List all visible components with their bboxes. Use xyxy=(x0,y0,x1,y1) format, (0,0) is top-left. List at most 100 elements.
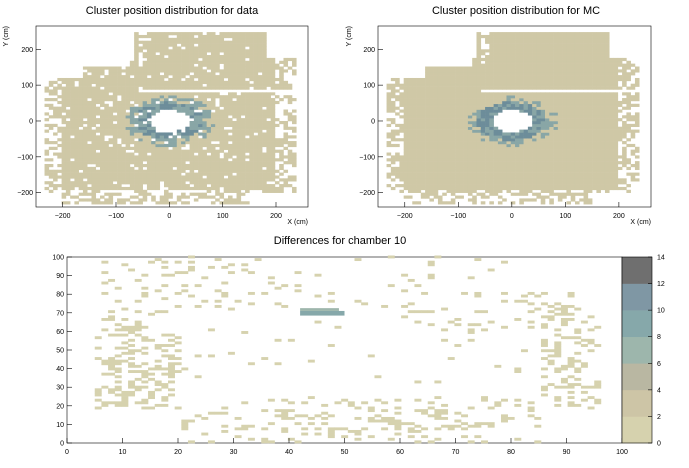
heatmap-cell xyxy=(476,120,482,125)
heatmap-cell xyxy=(125,77,131,82)
heatmap-cell xyxy=(100,158,105,162)
heatmap-cell xyxy=(253,186,259,191)
heatmap-cell xyxy=(425,189,430,193)
heatmap-cell xyxy=(532,141,537,145)
heatmap-cell xyxy=(390,120,396,125)
heatmap-cell xyxy=(181,178,186,182)
heatmap-cell xyxy=(562,95,567,99)
heatmap-cell xyxy=(142,115,148,119)
heatmap-cell xyxy=(223,169,229,173)
heatmap-cell xyxy=(155,40,161,44)
heatmap-cell xyxy=(215,118,220,122)
heatmap-cell xyxy=(536,166,542,171)
heatmap-cell xyxy=(249,57,254,62)
heatmap-cell xyxy=(236,55,242,59)
heatmap-cell xyxy=(412,89,417,93)
heatmap-cell xyxy=(104,112,109,116)
heatmap-cell xyxy=(399,158,404,162)
heatmap-cell xyxy=(100,146,105,150)
heatmap-cell xyxy=(497,52,503,56)
heatmap-cell xyxy=(433,172,439,176)
heatmap-cell xyxy=(57,109,62,113)
heatmap-cell xyxy=(587,69,593,73)
heatmap-cell xyxy=(100,178,105,182)
heatmap-cell xyxy=(155,66,161,70)
heatmap-cell xyxy=(485,86,490,90)
heatmap-cell xyxy=(497,103,503,107)
heatmap-cell xyxy=(502,72,507,76)
heatmap-cell xyxy=(292,161,297,165)
heatmap-cell xyxy=(403,184,409,188)
heatmap-cell xyxy=(112,118,118,122)
heatmap-cell xyxy=(532,40,537,44)
heatmap-cell xyxy=(485,83,490,87)
heatmap-cell xyxy=(583,184,589,188)
heatmap-cell xyxy=(151,161,156,165)
heatmap-cell xyxy=(57,175,62,179)
heatmap-cell xyxy=(587,106,593,110)
heatmap-cell xyxy=(249,55,254,59)
heatmap-cell xyxy=(506,161,512,165)
heatmap-cell xyxy=(193,49,199,53)
heatmap-cell xyxy=(600,118,606,122)
heatmap-cell xyxy=(386,152,392,156)
heatmap-cell xyxy=(532,132,537,136)
heatmap-cell xyxy=(493,184,499,188)
heatmap-cell xyxy=(420,98,426,102)
heatmap-cell xyxy=(557,32,563,36)
heatmap-cell xyxy=(519,98,524,102)
heatmap-cell xyxy=(164,158,169,162)
heatmap-cell xyxy=(390,169,396,173)
heatmap-cell xyxy=(420,138,426,142)
heatmap-cell xyxy=(450,161,456,165)
heatmap-cell xyxy=(189,77,195,82)
heatmap-cell xyxy=(570,98,576,102)
heatmap-cell xyxy=(506,46,512,50)
heatmap-cell xyxy=(579,152,584,156)
heatmap-cell xyxy=(78,166,84,171)
heatmap-cell xyxy=(249,66,254,70)
heatmap-cell xyxy=(536,126,542,130)
heatmap-cell xyxy=(527,98,533,102)
heatmap-cell xyxy=(386,135,392,139)
heatmap-cell xyxy=(232,40,237,44)
heatmap-cell xyxy=(489,92,494,96)
heatmap-cell xyxy=(65,178,71,182)
heatmap-cell xyxy=(138,92,143,96)
heatmap-cell xyxy=(476,69,482,73)
heatmap-cell xyxy=(472,100,477,105)
heatmap-cell xyxy=(210,69,216,73)
heatmap-cell xyxy=(592,161,597,165)
heatmap-cell xyxy=(74,109,79,113)
heatmap-cell xyxy=(266,115,271,119)
heatmap-cell xyxy=(189,146,195,150)
heatmap-cell xyxy=(433,120,439,125)
heatmap-cell xyxy=(185,52,190,56)
heatmap-cell xyxy=(70,175,75,179)
heatmap-cell xyxy=(399,83,404,87)
heatmap-cell xyxy=(155,34,161,39)
heatmap-cell xyxy=(274,86,280,90)
heatmap-cell xyxy=(592,186,597,191)
heatmap-cell xyxy=(425,118,430,122)
heatmap-cell xyxy=(138,95,143,99)
heatmap-cell xyxy=(138,80,143,85)
heatmap-cell xyxy=(168,83,173,87)
heatmap-cell xyxy=(228,103,233,107)
heatmap-cell xyxy=(536,43,542,47)
heatmap-cell xyxy=(87,166,92,171)
heatmap-cell xyxy=(574,163,580,168)
heatmap-cell xyxy=(476,57,482,62)
heatmap-cell xyxy=(146,72,152,76)
heatmap-cell xyxy=(270,132,276,136)
heatmap-cell xyxy=(523,95,529,99)
heatmap-cell xyxy=(489,129,494,133)
heatmap-cell xyxy=(545,98,550,102)
heatmap-cell xyxy=(425,163,430,168)
heatmap-cell xyxy=(592,184,597,188)
heatmap-cell xyxy=(236,95,242,99)
heatmap-cell xyxy=(493,40,499,44)
heatmap-cell xyxy=(519,66,524,70)
heatmap-cell xyxy=(78,92,84,96)
heatmap-cell xyxy=(181,34,186,39)
